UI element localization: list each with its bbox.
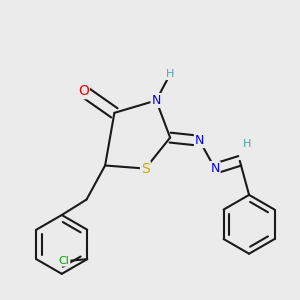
Text: N: N <box>195 134 204 147</box>
Text: N: N <box>210 162 220 175</box>
Text: O: O <box>78 84 89 98</box>
Text: N: N <box>152 94 161 107</box>
Text: H: H <box>243 139 252 149</box>
Text: H: H <box>166 69 174 79</box>
Text: Cl: Cl <box>58 256 70 266</box>
Text: S: S <box>141 162 150 176</box>
